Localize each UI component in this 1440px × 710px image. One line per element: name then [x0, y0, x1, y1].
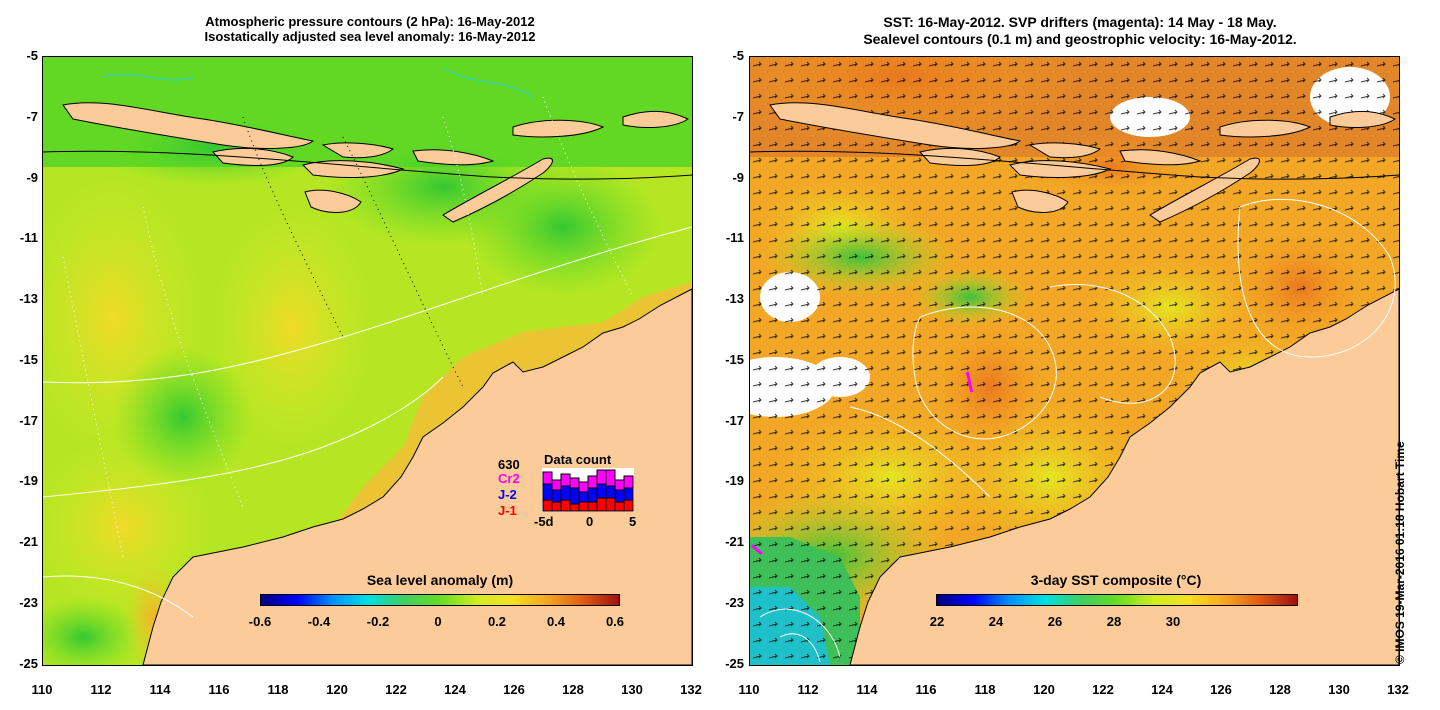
lon-tick-label: 116 — [915, 682, 937, 697]
right-map-title: SST: 16-May-2012. SVP drifters (magenta)… — [750, 14, 1410, 48]
colorbar-label: 0.4 — [546, 614, 566, 629]
lon-tick-label: 128 — [562, 682, 584, 697]
histogram-axis-label: 0 — [586, 514, 594, 529]
sea-level-anomaly-map — [42, 56, 693, 666]
series-label-j2: J-2 — [498, 487, 517, 502]
imos-credit: © IMOS 19-Mar-2016 01:18 Hobart Time — [1393, 441, 1407, 664]
svp-drifter-track-2 — [750, 544, 764, 556]
sumba-island-right — [1011, 189, 1069, 213]
lon-tick-label: 122 — [385, 682, 407, 697]
lat-tick-label: -25 — [725, 656, 744, 671]
sst-colorbar — [936, 594, 1298, 606]
australia-coast-right — [849, 288, 1399, 665]
lat-tick-label: -13 — [19, 291, 38, 306]
left-map-title: Atmospheric pressure contours (2 hPa): 1… — [40, 14, 700, 44]
sst-colorbar-title: 3-day SST composite (°C) — [1030, 572, 1202, 588]
timor-island-left — [442, 157, 553, 223]
lat-tick-label: -5 — [26, 48, 38, 63]
lat-tick-label: -21 — [19, 534, 38, 549]
left-title-line1: Atmospheric pressure contours (2 hPa): 1… — [205, 14, 535, 29]
lat-tick-label: -19 — [725, 473, 744, 488]
timor-island-right — [1149, 157, 1260, 223]
lon-tick-label: 132 — [1387, 682, 1409, 697]
lat-tick-label: -7 — [732, 109, 744, 124]
colorbar-label: 0.2 — [487, 614, 507, 629]
lon-tick-label: 112 — [90, 682, 112, 697]
sea-level-anomaly-canvas — [43, 57, 692, 665]
lat-tick-label: -17 — [19, 413, 38, 428]
lon-tick-label: 118 — [974, 682, 996, 697]
lon-tick-label: 128 — [1269, 682, 1291, 697]
lat-tick-label: -9 — [732, 170, 744, 185]
lat-tick-label: -25 — [19, 656, 38, 671]
lon-tick-label: 126 — [503, 682, 525, 697]
lon-tick-label: 112 — [797, 682, 819, 697]
sea-level-colorbar-title: Sea level anomaly (m) — [366, 572, 514, 588]
lon-tick-label: 116 — [208, 682, 230, 697]
lon-tick-label: 132 — [680, 682, 702, 697]
left-title-line2: Isostatically adjusted sea level anomaly… — [204, 29, 536, 44]
sea-level-colorbar — [260, 594, 620, 606]
lat-tick-label: -19 — [19, 473, 38, 488]
lon-tick-label: 130 — [1328, 682, 1350, 697]
lon-tick-label: 120 — [326, 682, 348, 697]
series-label-cr2: Cr2 — [498, 471, 520, 486]
lon-tick-label: 126 — [1210, 682, 1232, 697]
lat-tick-label: -5 — [732, 48, 744, 63]
lon-tick-label: 124 — [1151, 682, 1173, 697]
bali-lombok-right — [1028, 142, 1202, 166]
java-island-right — [769, 102, 1022, 149]
lat-tick-label: -23 — [725, 595, 744, 610]
lat-tick-label: -15 — [19, 352, 38, 367]
sst-canvas — [750, 57, 1399, 665]
right-title-line2: Sealevel contours (0.1 m) and geostrophi… — [863, 31, 1297, 47]
lon-tick-label: 118 — [267, 682, 289, 697]
lon-tick-label: 122 — [1092, 682, 1114, 697]
lon-tick-label: 124 — [444, 682, 466, 697]
lon-tick-label: 120 — [1033, 682, 1055, 697]
colorbar-label: -0.6 — [248, 614, 272, 629]
colorbar-label: 0 — [434, 614, 442, 629]
bali-lombok-left — [321, 142, 495, 166]
lat-tick-label: -15 — [725, 352, 744, 367]
lat-tick-label: -21 — [725, 534, 744, 549]
java-island-left — [62, 102, 315, 149]
lon-tick-label: 114 — [149, 682, 171, 697]
lat-tick-label: -13 — [725, 291, 744, 306]
colorbar-label: 28 — [1106, 614, 1122, 629]
histogram-axis-label: -5d — [534, 514, 554, 529]
sumbawa-flores-right — [919, 147, 1112, 178]
australia-coast-left — [142, 288, 692, 665]
data-count-title: Data count — [544, 452, 612, 467]
lat-tick-label: -17 — [725, 413, 744, 428]
colorbar-label: 0.6 — [605, 614, 625, 629]
lat-tick-label: -11 — [19, 230, 38, 245]
data-count-total: 630 — [498, 457, 520, 472]
right-title-line1: SST: 16-May-2012. SVP drifters (magenta)… — [883, 14, 1277, 30]
lat-tick-label: -9 — [26, 170, 38, 185]
colorbar-label: 26 — [1047, 614, 1063, 629]
colorbar-label: 24 — [988, 614, 1004, 629]
lon-tick-label: 110 — [738, 682, 760, 697]
svp-drifter-track — [965, 371, 974, 393]
colorbar-label: 30 — [1165, 614, 1181, 629]
northern-islands-right — [1219, 110, 1397, 138]
histogram-axis-label: 5 — [629, 514, 637, 529]
colorbar-label: -0.4 — [307, 614, 331, 629]
lon-tick-label: 110 — [31, 682, 53, 697]
colorbar-label: 22 — [929, 614, 945, 629]
data-count-histogram — [542, 468, 634, 512]
northern-islands-left — [512, 110, 690, 138]
lat-tick-label: -23 — [19, 595, 38, 610]
lat-tick-label: -11 — [725, 230, 744, 245]
lon-tick-label: 130 — [621, 682, 643, 697]
lon-tick-label: 114 — [856, 682, 878, 697]
colorbar-label: -0.2 — [366, 614, 390, 629]
sumbawa-flores-left — [212, 147, 405, 178]
series-label-j1: J-1 — [498, 503, 517, 518]
sst-map — [749, 56, 1400, 666]
lat-tick-label: -7 — [26, 109, 38, 124]
sumba-island-left — [304, 189, 362, 213]
